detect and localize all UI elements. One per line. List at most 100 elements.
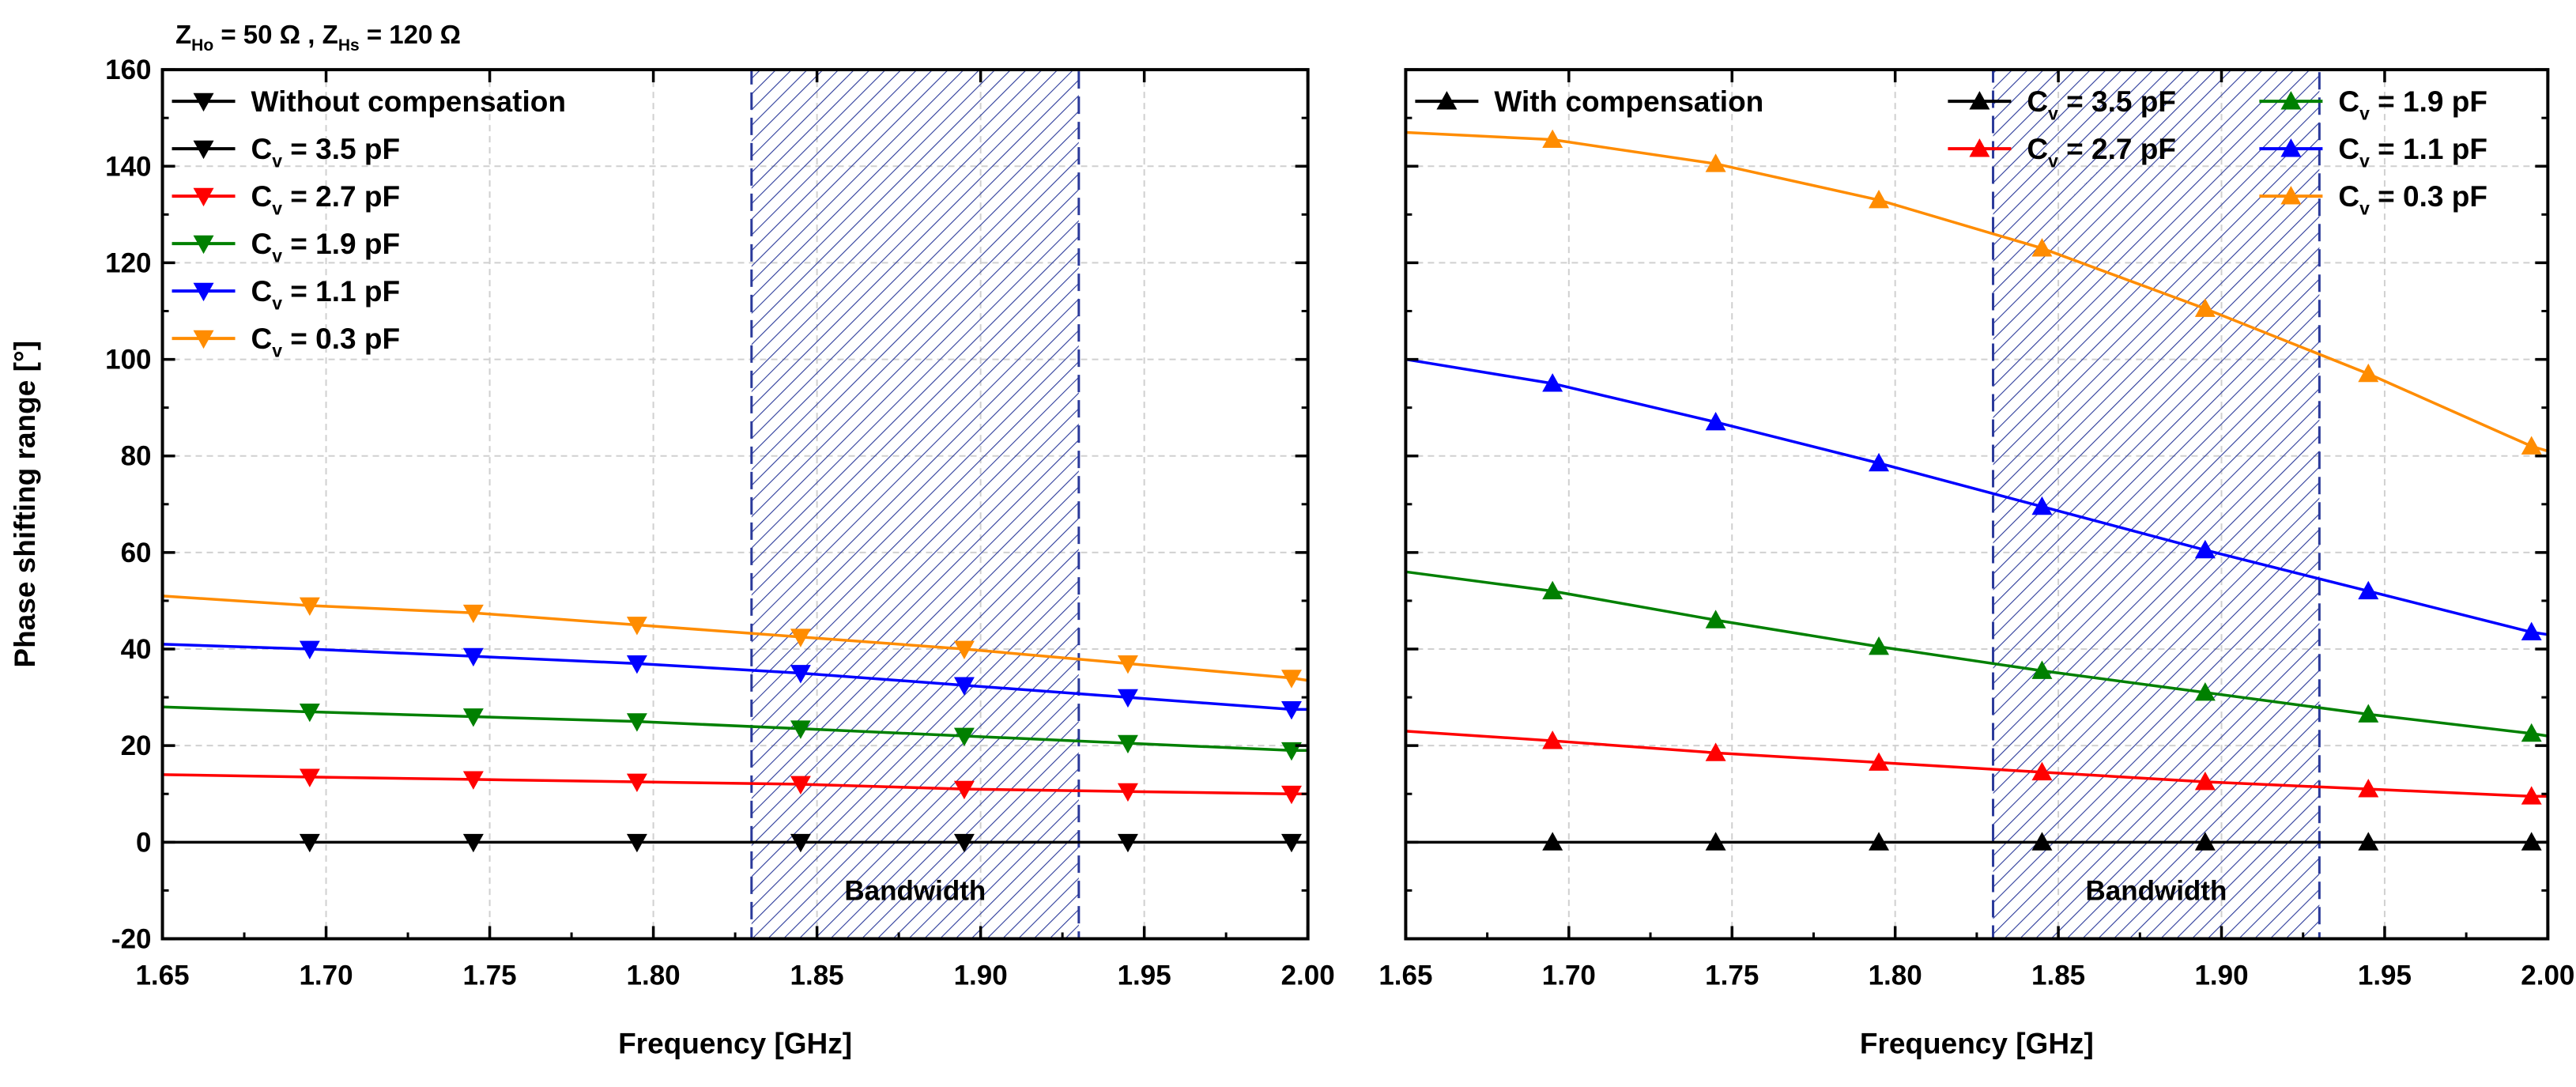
data-point-cv-1-1-pf (2358, 580, 2379, 600)
data-point-cv-0-3-pf (1280, 670, 1302, 689)
data-point-cv-2-7-pf (1869, 752, 1890, 771)
right-chart-panel: Bandwidth 1.65 1.70 1.75 1.80 1.85 1.90 1.95 2.0… (1379, 68, 2574, 1059)
data-point-cv-3-5-pf (953, 833, 975, 853)
data-point-cv-1-1-pf (1542, 373, 1563, 392)
y-tick-label: 40 (121, 634, 152, 665)
data-point-cv-2-7-pf (2194, 771, 2216, 791)
legend-marker (193, 92, 214, 112)
bandwidth-region (750, 68, 1081, 940)
data-point-cv-1-9-pf (462, 708, 484, 727)
data-point-cv-0-3-pf (1117, 655, 1138, 674)
x-tick-label: 1.75 (463, 960, 517, 991)
y-tick-label: 100 (105, 345, 151, 376)
legend-label-cv-0-3-pf: Cv = 0.3 pF (2338, 180, 2487, 218)
legend-label-cv-1-1-pf: Cv = 1.1 pF (2338, 133, 2487, 171)
data-point-cv-0-3-pf (299, 597, 320, 617)
legend-marker (193, 235, 214, 255)
data-point-cv-1-9-pf (2358, 704, 2379, 723)
legend-label-cv-1-1-pf: Cv = 1.1 pF (251, 275, 401, 313)
y-tick-label: 160 (105, 55, 151, 85)
legend-label-cv-2-7-pf: Cv = 2.7 pF (2027, 133, 2176, 171)
data-point-cv-0-3-pf (2194, 298, 2216, 317)
data-point-cv-0-3-pf (1542, 129, 1563, 149)
series-line-cv-1-1-pf (162, 643, 1308, 711)
data-point-cv-2-7-pf (299, 768, 320, 787)
series-line-cv-0-3-pf (162, 594, 1308, 682)
legend-marker (2280, 91, 2302, 110)
data-point-cv-3-5-pf (1705, 832, 1726, 851)
data-point-cv-2-7-pf (1705, 742, 1726, 761)
data-point-cv-1-1-pf (1869, 452, 1890, 472)
data-point-cv-1-9-pf (1869, 636, 1890, 655)
data-point-cv-0-3-pf (2358, 363, 2379, 383)
data-point-cv-1-1-pf (462, 647, 484, 667)
data-point-cv-1-1-pf (2031, 496, 2053, 515)
data-point-cv-2-7-pf (953, 780, 975, 800)
x-tick-label: 1.70 (1542, 960, 1596, 991)
data-point-cv-2-7-pf (462, 771, 484, 790)
data-point-cv-0-3-pf (1705, 153, 1726, 172)
data-point-cv-2-7-pf (626, 773, 647, 792)
data-point-cv-2-7-pf (2031, 761, 2053, 781)
data-point-cv-1-9-pf (2194, 682, 2216, 701)
bandwidth-label: Bandwidth (844, 876, 986, 907)
data-point-cv-0-3-pf (2031, 238, 2053, 257)
bandwidth-region (1992, 68, 2321, 940)
x-tick-label: 1.80 (627, 960, 681, 991)
data-point-cv-2-7-pf (790, 776, 811, 795)
legend-label-cv-1-9-pf: Cv = 1.9 pF (251, 228, 401, 266)
data-point-cv-1-9-pf (299, 704, 320, 723)
x-tick-label: 2.00 (2521, 960, 2574, 991)
data-point-cv-1-1-pf (1280, 700, 1302, 720)
legend-label-cv-0-3-pf: Cv = 0.3 pF (251, 323, 401, 360)
legend-label-cv-3-5-pf: Cv = 3.5 pF (2027, 85, 2176, 123)
legend-label-cv-1-9-pf: Cv = 1.9 pF (2338, 85, 2487, 123)
y-tick-label: 80 (121, 441, 152, 472)
data-point-cv-2-7-pf (1117, 783, 1138, 802)
legend-marker (193, 282, 214, 302)
data-point-cv-3-5-pf (790, 833, 811, 853)
data-point-cv-1-1-pf (2194, 539, 2216, 559)
x-tick-label: 1.85 (2031, 960, 2085, 991)
data-point-cv-3-5-pf (1117, 833, 1138, 853)
data-point-cv-0-3-pf (790, 628, 811, 647)
x-axis-label: Frequency [GHz] (618, 1027, 852, 1059)
data-point-cv-1-9-pf (626, 713, 647, 732)
data-point-cv-2-7-pf (2358, 779, 2379, 798)
series-line-cv-1-9-pf (162, 705, 1308, 753)
left-chart-panel: Bandwidth 1.65 1.70 1.75 1.80 1.85 1.90 1.95 2.0… (9, 55, 1335, 1059)
data-point-cv-2-7-pf (1542, 730, 1563, 749)
legend-heading: Without compensation (251, 85, 566, 118)
data-point-cv-3-5-pf (299, 833, 320, 853)
x-tick-label: 1.95 (1118, 960, 1171, 991)
figure-title: ZHo = 50 Ω , ZHs = 120 Ω (175, 20, 461, 55)
data-point-cv-3-5-pf (2358, 832, 2379, 851)
data-point-cv-0-3-pf (462, 604, 484, 624)
data-point-cv-1-1-pf (790, 665, 811, 684)
legend-label-cv-2-7-pf: Cv = 2.7 pF (251, 180, 401, 218)
data-point-cv-1-9-pf (790, 720, 811, 739)
data-point-cv-3-5-pf (2521, 832, 2542, 851)
series-line-cv-2-7-pf (1405, 730, 2548, 798)
legend-marker (1969, 91, 1990, 110)
data-point-cv-0-3-pf (2521, 436, 2542, 455)
data-point-cv-3-5-pf (1542, 832, 1563, 851)
data-point-cv-2-7-pf (1280, 785, 1302, 805)
data-point-cv-1-1-pf (1705, 411, 1726, 431)
x-tick-label: 1.90 (2194, 960, 2248, 991)
data-point-cv-0-3-pf (626, 617, 647, 636)
y-tick-label: -20 (111, 923, 152, 954)
y-tick-label: 0 (136, 827, 151, 858)
x-tick-label: 1.80 (1869, 960, 1922, 991)
x-tick-label: 1.65 (1379, 960, 1432, 991)
data-point-cv-3-5-pf (1869, 832, 1890, 851)
bandwidth-label: Bandwidth (2085, 876, 2227, 907)
legend-label-cv-3-5-pf: Cv = 3.5 pF (251, 133, 401, 171)
data-point-cv-1-9-pf (1542, 580, 1563, 600)
y-tick-label: 60 (121, 538, 152, 568)
x-tick-label: 1.75 (1705, 960, 1759, 991)
y-tick-label: 140 (105, 151, 151, 182)
legend-marker (2280, 138, 2302, 157)
